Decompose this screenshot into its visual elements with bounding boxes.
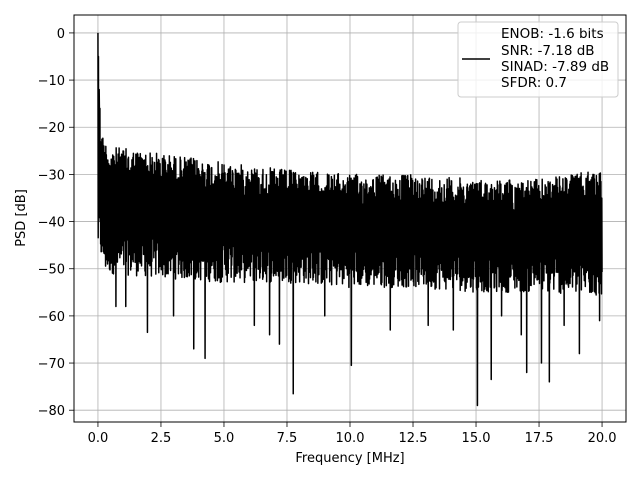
legend-entry-snr: SNR: -7.18 dB [501,43,595,59]
y-tick-label: −70 [38,357,65,372]
legend-box [457,21,619,98]
y-tick-label: −30 [38,168,65,183]
y-tick-label: −40 [38,216,65,231]
x-tick-label: 12.5 [399,431,428,446]
x-tick-label: 10.0 [336,431,365,446]
y-tick-label: −50 [38,263,65,278]
y-axis-ticks: 0 −10 −20 −30 −40 −50 −60 −70 −80 [38,27,74,419]
y-tick-label: −10 [38,74,65,89]
x-tick-label: 20.0 [588,431,617,446]
y-tick-label: 0 [57,27,65,42]
x-tick-label: 7.5 [277,431,298,446]
x-axis-label: Frequency [MHz] [295,451,404,466]
y-axis-label: PSD [dB] [14,189,29,247]
legend-entry-sinad: SINAD: -7.89 dB [501,59,609,75]
x-tick-label: 15.0 [462,431,491,446]
legend-entry-enob: ENOB: -1.6 bits [501,26,604,42]
psd-series-line [97,32,603,407]
x-tick-label: 0.0 [88,431,109,446]
x-tick-label: 2.5 [151,431,172,446]
legend: ENOB: -1.6 bits SNR: -7.18 dB SINAD: -7.… [457,21,619,98]
y-tick-label: −60 [38,310,65,325]
x-axis-ticks: 0.0 2.5 5.0 7.5 10.0 12.5 15.0 17.5 20.0 [88,422,617,446]
plot-area [97,32,603,407]
legend-entry-sfdr: SFDR: 0.7 [501,75,567,91]
x-tick-label: 5.0 [214,431,235,446]
x-tick-label: 17.5 [525,431,554,446]
y-tick-label: −20 [38,121,65,136]
y-tick-label: −80 [38,404,65,419]
